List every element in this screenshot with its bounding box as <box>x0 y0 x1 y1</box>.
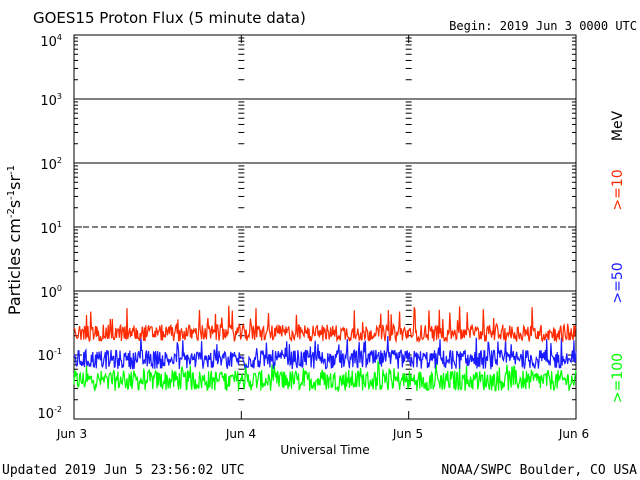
y-tick-label: 104 <box>40 33 62 50</box>
y-tick-label: 10-2 <box>37 405 62 422</box>
source-credit: NOAA/SWPC Boulder, CO USA <box>441 463 637 478</box>
y-tick-label: 101 <box>40 220 62 237</box>
x-axis-label: Universal Time <box>280 443 369 457</box>
y-tick-label: 103 <box>40 92 62 109</box>
series-line <box>73 336 577 370</box>
series-ge50 <box>73 336 577 370</box>
series-line <box>73 359 577 393</box>
y-tick-label: 102 <box>40 156 62 173</box>
x-tick-label: Jun 4 <box>225 427 256 441</box>
x-tick-label: Jun 3 <box>56 427 87 441</box>
y-tick-label: 10-1 <box>37 347 62 364</box>
y-tick-labels: 10-2 10-1 100 101 102 103 104 <box>37 33 62 422</box>
threshold-lines <box>74 98 576 292</box>
chart-title: GOES15 Proton Flux (5 minute data) <box>33 9 306 27</box>
series-ge10 <box>73 305 577 344</box>
series-line <box>73 305 577 344</box>
y-tick-label: 100 <box>40 284 62 301</box>
legend-ge100: >=100 <box>610 353 626 403</box>
x-tick-label: Jun 6 <box>558 427 589 441</box>
legend-ge10: >=10 <box>610 169 626 210</box>
x-tick-labels: Jun 3 Jun 4 Jun 5 Jun 6 <box>56 427 589 441</box>
x-tick-label: Jun 5 <box>392 427 423 441</box>
series-ge100 <box>73 359 577 393</box>
legend-ge50: >=50 <box>610 262 626 303</box>
y-axis-label: Particles cm-2s-1sr-1 <box>5 165 24 315</box>
updated-timestamp: Updated 2019 Jun 5 23:56:02 UTC <box>2 463 245 478</box>
begin-date: Begin: 2019 Jun 3 0000 UTC <box>449 19 637 33</box>
legend-unit: MeV <box>610 110 626 141</box>
